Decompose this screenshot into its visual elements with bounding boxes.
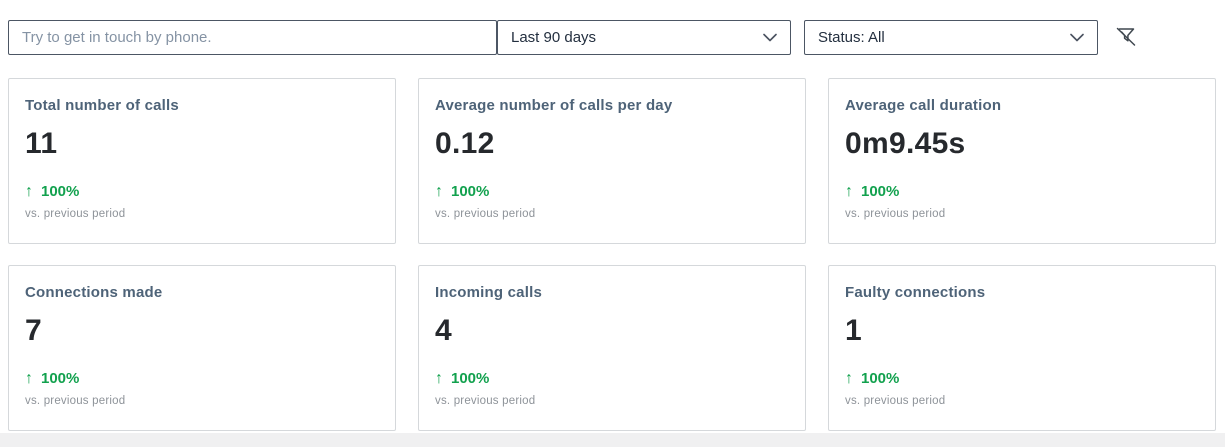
- status-value: Status: All: [818, 29, 885, 46]
- card-title: Average call duration: [845, 97, 1002, 114]
- delta-value: 100%: [451, 370, 490, 387]
- card-value: 4: [435, 314, 452, 347]
- date-range-value: Last 90 days: [511, 29, 597, 46]
- card-delta: ↑ 100%: [435, 184, 789, 200]
- card-delta: ↑ 100%: [25, 371, 379, 387]
- status-select[interactable]: Status: All: [804, 20, 1098, 55]
- card-value: 0m9.45s: [845, 127, 966, 160]
- filter-off-icon: [1114, 24, 1138, 51]
- card-title: Connections made: [25, 284, 163, 301]
- filter-bar: Last 90 days Status: All: [8, 20, 1216, 55]
- stat-cards: Total number of calls 11 ↑ 100% vs. prev…: [8, 78, 1216, 431]
- delta-value: 100%: [451, 183, 490, 200]
- card-title: Average number of calls per day: [435, 97, 673, 114]
- stat-card-avg-calls-per-day: Average number of calls per day 0.12 ↑ 1…: [418, 78, 806, 244]
- chevron-down-icon: [1070, 33, 1084, 42]
- comparison-label: vs. previous period: [25, 395, 126, 407]
- stat-card-incoming-calls: Incoming calls 4 ↑ 100% vs. previous per…: [418, 265, 806, 431]
- comparison-label: vs. previous period: [435, 395, 536, 407]
- comparison-label: vs. previous period: [845, 395, 946, 407]
- card-value: 1: [845, 314, 862, 347]
- clear-filters-button[interactable]: [1113, 25, 1139, 51]
- card-delta: ↑ 100%: [845, 184, 1199, 200]
- comparison-label: vs. previous period: [845, 208, 946, 220]
- card-title: Incoming calls: [435, 284, 542, 301]
- stat-card-faulty-connections: Faulty connections 1 ↑ 100% vs. previous…: [828, 265, 1216, 431]
- delta-value: 100%: [861, 370, 900, 387]
- card-title: Faulty connections: [845, 284, 986, 301]
- trend-up-icon: ↑: [25, 370, 33, 387]
- stat-card-avg-call-duration: Average call duration 0m9.45s ↑ 100% vs.…: [828, 78, 1216, 244]
- delta-value: 100%: [861, 183, 900, 200]
- card-delta: ↑ 100%: [845, 371, 1199, 387]
- chevron-down-icon: [763, 33, 777, 42]
- card-delta: ↑ 100%: [435, 371, 789, 387]
- comparison-label: vs. previous period: [25, 208, 126, 220]
- card-value: 0.12: [435, 127, 495, 160]
- card-title: Total number of calls: [25, 97, 179, 114]
- page-background-strip: [0, 433, 1225, 447]
- trend-up-icon: ↑: [25, 183, 33, 200]
- card-delta: ↑ 100%: [25, 184, 379, 200]
- delta-value: 100%: [41, 183, 80, 200]
- stat-card-connections-made: Connections made 7 ↑ 100% vs. previous p…: [8, 265, 396, 431]
- trend-up-icon: ↑: [845, 183, 853, 200]
- trend-up-icon: ↑: [435, 370, 443, 387]
- trend-up-icon: ↑: [845, 370, 853, 387]
- delta-value: 100%: [41, 370, 80, 387]
- comparison-label: vs. previous period: [435, 208, 536, 220]
- search-input[interactable]: [8, 20, 497, 55]
- trend-up-icon: ↑: [435, 183, 443, 200]
- card-value: 7: [25, 314, 42, 347]
- date-range-select[interactable]: Last 90 days: [497, 20, 791, 55]
- card-value: 11: [25, 127, 58, 160]
- stat-card-total-calls: Total number of calls 11 ↑ 100% vs. prev…: [8, 78, 396, 244]
